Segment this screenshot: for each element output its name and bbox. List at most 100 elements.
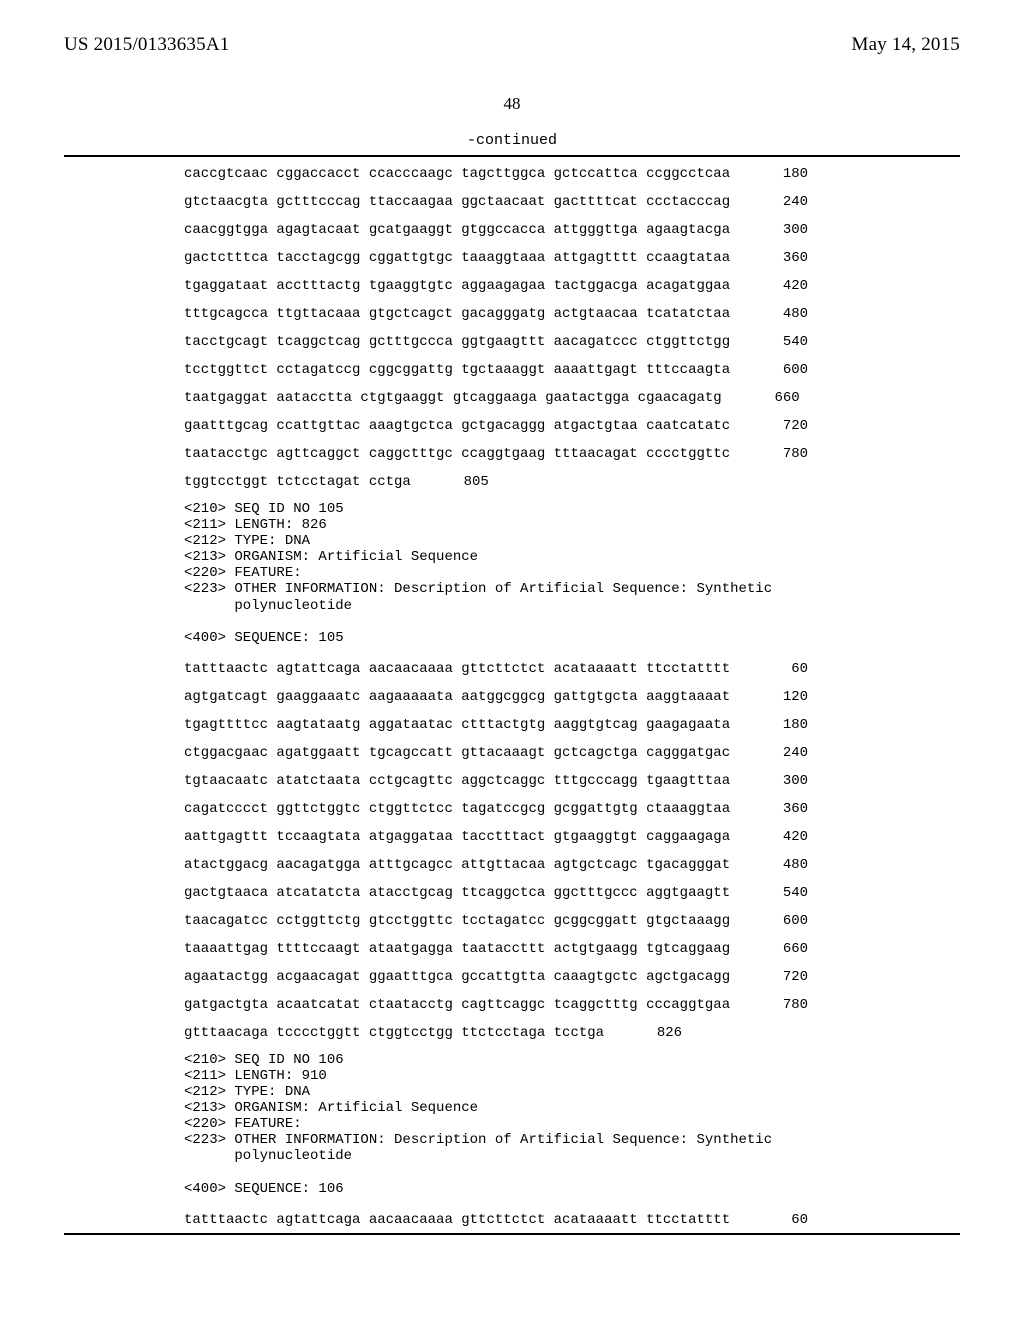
sequence-position: 600: [748, 914, 808, 928]
sequence-groups: agaatactgg acgaacagat ggaatttgca gccattg…: [184, 970, 730, 984]
sequence-blank: [184, 405, 960, 419]
sequence-groups: tacctgcagt tcaggctcag gctttgccca ggtgaag…: [184, 335, 730, 349]
sequence-line: caccgtcaac cggaccacct ccacccaagc tagcttg…: [184, 167, 960, 181]
sequence-position: 360: [748, 802, 808, 816]
sequence-line: tcctggttct cctagatccg cggcggattg tgctaaa…: [184, 363, 960, 377]
sequence-groups: caacggtgga agagtacaat gcatgaaggt gtggcca…: [184, 223, 730, 237]
sequence-groups: gtctaacgta gctttcccag ttaccaagaa ggctaac…: [184, 195, 730, 209]
sequence-line: gaatttgcag ccattgttac aaagtgctca gctgaca…: [184, 419, 960, 433]
sequence-position: 300: [748, 223, 808, 237]
sequence-groups: agtgatcagt gaaggaaatc aagaaaaata aatggcg…: [184, 690, 730, 704]
sequence-block-c: tatttaactc agtattcaga aacaacaaaa gttcttc…: [64, 1203, 960, 1233]
sequence-groups: tgagttttcc aagtataatg aggataatac ctttact…: [184, 718, 730, 732]
sequence-line: gactctttca tacctagcgg cggattgtgc taaaggt…: [184, 251, 960, 265]
sequence-blank: [184, 704, 960, 718]
sequence-line: gactgtaaca atcatatcta atacctgcag ttcaggc…: [184, 886, 960, 900]
sequence-groups: gaatttgcag ccattgttac aaagtgctca gctgaca…: [184, 419, 730, 433]
sequence-line: gtctaacgta gctttcccag ttaccaagaa ggctaac…: [184, 195, 960, 209]
sequence-groups: gactgtaaca atcatatcta atacctgcag ttcaggc…: [184, 886, 730, 900]
sequence-blank: [184, 1012, 960, 1026]
sequence-groups: aattgagttt tccaagtata atgaggataa taccttt…: [184, 830, 730, 844]
sequence-groups: cagatcccct ggttctggtc ctggttctcc tagatcc…: [184, 802, 730, 816]
sequence-blank: [184, 984, 960, 998]
sequence-block-b: tatttaactc agtattcaga aacaacaaaa gttcttc…: [64, 652, 960, 1046]
sequence-line: taatacctgc agttcaggct caggctttgc ccaggtg…: [184, 447, 960, 461]
sequence-blank: [184, 237, 960, 251]
publication-date: May 14, 2015: [852, 34, 960, 56]
sequence-line: atactggacg aacagatgga atttgcagcc attgtta…: [184, 858, 960, 872]
sequence-position: 826: [622, 1026, 682, 1040]
page-number: 48: [64, 94, 960, 114]
sequence-position: 720: [748, 970, 808, 984]
sequence-position: 540: [748, 335, 808, 349]
sequence-position: 240: [748, 746, 808, 760]
sequence-groups: gtttaacaga tcccctggtt ctggtcctgg ttctcct…: [184, 1026, 604, 1040]
sequence-line: tgaggataat acctttactg tgaaggtgtc aggaaga…: [184, 279, 960, 293]
sequence-blank: [184, 676, 960, 690]
sequence-meta-b: <210> SEQ ID NO 106 <211> LENGTH: 910 <2…: [64, 1046, 960, 1203]
sequence-block-a: caccgtcaac cggaccacct ccacccaagc tagcttg…: [64, 157, 960, 495]
sequence-blank: [184, 816, 960, 830]
sequence-position: 720: [748, 419, 808, 433]
sequence-meta-a: <210> SEQ ID NO 105 <211> LENGTH: 826 <2…: [64, 495, 960, 652]
sequence-blank: [184, 760, 960, 774]
sequence-groups: ctggacgaac agatggaatt tgcagccatt gttacaa…: [184, 746, 730, 760]
sequence-line: tgagttttcc aagtataatg aggataatac ctttact…: [184, 718, 960, 732]
sequence-position: 805: [429, 475, 489, 489]
sequence-position: 480: [748, 858, 808, 872]
sequence-position: 180: [748, 718, 808, 732]
sequence-blank: [184, 788, 960, 802]
sequence-groups: tcctggttct cctagatccg cggcggattg tgctaaa…: [184, 363, 730, 377]
sequence-blank: [184, 461, 960, 475]
sequence-groups: tggtcctggt tctcctagat cctga: [184, 475, 411, 489]
sequence-line: aattgagttt tccaagtata atgaggataa taccttt…: [184, 830, 960, 844]
sequence-line: agaatactgg acgaacagat ggaatttgca gccattg…: [184, 970, 960, 984]
sequence-line: tggtcctggt tctcctagat cctga 805: [184, 475, 960, 489]
sequence-groups: atactggacg aacagatgga atttgcagcc attgtta…: [184, 858, 730, 872]
sequence-blank: [184, 872, 960, 886]
sequence-blank: [184, 349, 960, 363]
sequence-line: tgtaacaatc atatctaata cctgcagttc aggctca…: [184, 774, 960, 788]
sequence-blank: [184, 928, 960, 942]
bottom-rule: [64, 1233, 960, 1235]
continued-label: -continued: [64, 132, 960, 149]
sequence-position: 120: [748, 690, 808, 704]
sequence-groups: tatttaactc agtattcaga aacaacaaaa gttcttc…: [184, 1213, 730, 1227]
sequence-groups: taatgaggat aatacctta ctgtgaaggt gtcaggaa…: [184, 391, 722, 405]
sequence-position: 60: [748, 662, 808, 676]
sequence-position: 420: [748, 279, 808, 293]
sequence-blank: [184, 844, 960, 858]
sequence-position: 240: [748, 195, 808, 209]
sequence-line: gtttaacaga tcccctggtt ctggtcctgg ttctcct…: [184, 1026, 960, 1040]
sequence-blank: [184, 209, 960, 223]
sequence-blank: [184, 293, 960, 307]
sequence-blank: [184, 265, 960, 279]
sequence-position: 360: [748, 251, 808, 265]
sequence-groups: taaaattgag ttttccaagt ataatgagga taatacc…: [184, 942, 730, 956]
patent-number: US 2015/0133635A1: [64, 34, 229, 56]
sequence-blank: [184, 900, 960, 914]
sequence-position: 300: [748, 774, 808, 788]
sequence-position: 780: [748, 998, 808, 1012]
page: US 2015/0133635A1 May 14, 2015 48 -conti…: [0, 0, 1024, 1320]
sequence-blank: [184, 181, 960, 195]
sequence-groups: tgaggataat acctttactg tgaaggtgtc aggaaga…: [184, 279, 730, 293]
sequence-line: gatgactgta acaatcatat ctaatacctg cagttca…: [184, 998, 960, 1012]
sequence-position: 420: [748, 830, 808, 844]
sequence-groups: tgtaacaatc atatctaata cctgcagttc aggctca…: [184, 774, 730, 788]
sequence-groups: gactctttca tacctagcgg cggattgtgc taaaggt…: [184, 251, 730, 265]
sequence-groups: taacagatcc cctggttctg gtcctggttc tcctaga…: [184, 914, 730, 928]
sequence-groups: tatttaactc agtattcaga aacaacaaaa gttcttc…: [184, 662, 730, 676]
sequence-position: 660: [740, 391, 800, 405]
sequence-position: 540: [748, 886, 808, 900]
sequence-blank: [184, 377, 960, 391]
sequence-position: 480: [748, 307, 808, 321]
sequence-line: tttgcagcca ttgttacaaa gtgctcagct gacaggg…: [184, 307, 960, 321]
sequence-line: tacctgcagt tcaggctcag gctttgccca ggtgaag…: [184, 335, 960, 349]
sequence-line: taatgaggat aatacctta ctgtgaaggt gtcaggaa…: [184, 391, 960, 405]
sequence-line: taacagatcc cctggttctg gtcctggttc tcctaga…: [184, 914, 960, 928]
sequence-position: 780: [748, 447, 808, 461]
sequence-groups: taatacctgc agttcaggct caggctttgc ccaggtg…: [184, 447, 730, 461]
sequence-blank: [184, 433, 960, 447]
sequence-blank: [184, 321, 960, 335]
